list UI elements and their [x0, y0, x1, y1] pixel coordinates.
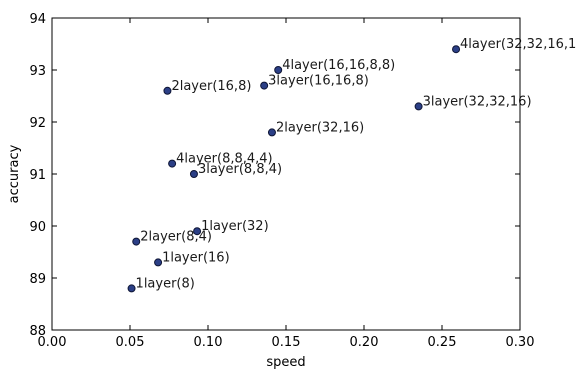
data-point [267, 128, 276, 137]
x-tick-label: 0.05 [116, 335, 145, 350]
data-point [452, 45, 461, 54]
point-label: 3layer(32,32,16) [423, 94, 532, 109]
point-label: 4layer(8,8,4,4) [176, 152, 273, 167]
data-point [154, 258, 163, 267]
point-label: 4layer(16,16,8,8) [282, 58, 395, 73]
x-tick-label: 0.30 [506, 335, 535, 350]
y-tick-label: 88 [29, 324, 46, 339]
x-tick-label: 0.15 [272, 335, 301, 350]
data-point [163, 86, 172, 95]
y-tick-label: 92 [29, 116, 46, 131]
data-point [127, 284, 136, 293]
data-point [274, 66, 283, 74]
point-label: 2layer(32,16) [276, 120, 364, 135]
data-point [414, 102, 423, 111]
y-axis-title: accuracy [7, 144, 22, 203]
point-label: 1layer(32) [201, 219, 269, 234]
y-tick-label: 93 [29, 64, 46, 79]
x-tick-label: 0.10 [194, 335, 223, 350]
y-tick-label: 91 [29, 168, 46, 183]
point-label: 3layer(8,8,4) [198, 162, 282, 177]
x-tick-label: 0.25 [428, 335, 457, 350]
data-point [132, 237, 141, 246]
y-tick-label: 89 [29, 272, 46, 287]
data-point [168, 159, 177, 168]
data-point [193, 227, 202, 236]
point-label: 2layer(16,8) [171, 79, 251, 94]
y-tick-label: 94 [29, 12, 46, 27]
data-point [189, 170, 198, 178]
x-tick-label: 0.20 [350, 335, 379, 350]
x-axis-ticks: 0.00 0.05 0.10 0.15 0.20 0.25 0.30 [38, 18, 535, 350]
point-labels: 1layer(8) 1layer(16) 2layer(8,4)1layer(32)… [136, 37, 577, 291]
x-tick-label: 0.00 [38, 335, 67, 350]
y-tick-label: 90 [29, 220, 46, 235]
point-label: 4layer(32,32,16,1 [460, 37, 576, 52]
data-points [127, 45, 461, 293]
y-axis-ticks: 88 89 90 91 92 93 94 [29, 12, 520, 339]
x-axis-title: speed [266, 355, 305, 369]
data-point [260, 81, 269, 90]
point-label: 1layer(16) [162, 250, 230, 265]
point-label: 3layer(16,16,8) [268, 74, 369, 89]
point-label: 1layer(8) [136, 276, 195, 291]
point-label: 2layer(8,4) [140, 230, 212, 245]
